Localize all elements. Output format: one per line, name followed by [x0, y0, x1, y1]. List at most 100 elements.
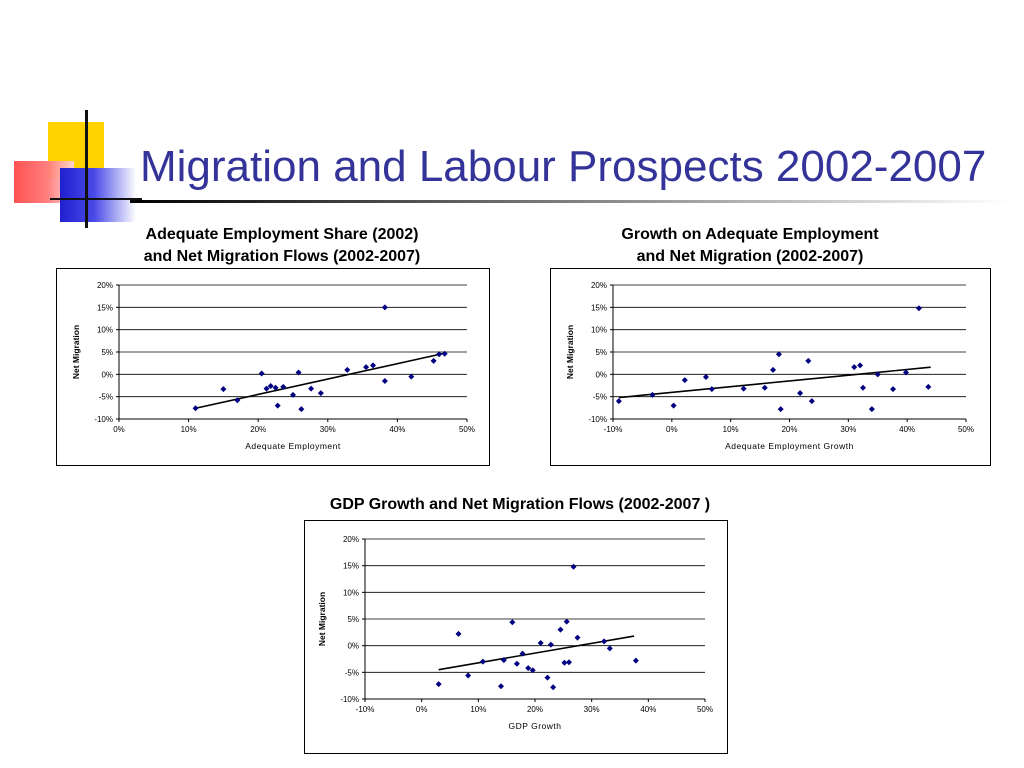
data-point [234, 397, 241, 404]
data-point [408, 373, 415, 380]
x-tick-label: 50% [697, 705, 713, 714]
data-point [192, 405, 199, 412]
chart-2-plot: -10% -5% 0% 5% 10% 15% 20% -10% 0% 10% 20% 30% 40% 50… [565, 281, 974, 451]
data-point [561, 659, 568, 666]
decor-blue-rectangle [60, 168, 136, 222]
y-axis-label: Net Migration [317, 592, 327, 646]
y-tick-label: 10% [591, 326, 607, 335]
y-axis-label: Net Migration [71, 325, 81, 379]
data-point [537, 640, 544, 646]
data-point [601, 638, 608, 645]
y-tick-label: 15% [97, 303, 113, 312]
data-point [267, 382, 274, 389]
x-tick-label: 20% [527, 705, 543, 714]
x-tick-label: 10% [470, 705, 486, 714]
y-tick-label: 15% [343, 562, 359, 571]
y-tick-label: -10% [340, 695, 359, 704]
data-point [890, 386, 897, 393]
data-point [381, 378, 388, 385]
data-point [740, 385, 747, 392]
data-point [777, 406, 784, 413]
x-tick-label: 40% [640, 705, 656, 714]
x-tick-label: 20% [781, 425, 797, 434]
chart-1-frame: -10% -5% 0% 5% 10% 15% 20% 0% 10% 20% 30% 40% 50% Ade… [56, 268, 490, 466]
x-tick-label: 30% [320, 425, 336, 434]
data-point [295, 369, 302, 376]
chart-2-title-line1: Growth on Adequate Employment [621, 226, 879, 243]
data-point [860, 384, 867, 391]
data-point [632, 657, 639, 664]
y-axis-label: Net Migration [565, 325, 575, 379]
data-point [370, 362, 377, 369]
data-point [272, 384, 279, 391]
data-point [500, 657, 507, 664]
data-point [525, 665, 532, 672]
y-tick-label: -5% [345, 668, 359, 677]
x-tick-label: 10% [723, 425, 739, 434]
title-underline [130, 200, 1010, 203]
chart-1-title-line1: Adequate Employment Share (2002) [145, 226, 419, 243]
y-tick-label: 20% [343, 535, 359, 544]
chart-1-plot: -10% -5% 0% 5% 10% 15% 20% 0% 10% 20% 30% 40% 50% Ade… [71, 281, 475, 451]
x-axis-label: Adequate Employment [245, 441, 341, 451]
data-point [557, 626, 564, 633]
data-point [274, 402, 281, 409]
data-point [430, 357, 437, 364]
y-tick-label: 0% [595, 370, 607, 379]
data-point [775, 351, 782, 358]
y-tick-label: -10% [94, 415, 113, 424]
data-point [455, 630, 462, 637]
data-point [344, 366, 351, 373]
y-tick-label: 10% [97, 326, 113, 335]
chart-1-title: Adequate Employment Share (2002) and Net… [56, 224, 508, 268]
x-tick-label: 50% [958, 425, 974, 434]
data-point [441, 350, 448, 357]
trendline [195, 352, 447, 410]
data-point [874, 371, 881, 378]
data-point [465, 672, 472, 679]
x-axis-label: Adequate Employment Growth [725, 441, 854, 451]
data-point [925, 383, 932, 390]
x-tick-label: 50% [459, 425, 475, 434]
y-tick-label: 0% [101, 370, 113, 379]
data-point [479, 658, 486, 665]
chart-3-frame: -10% -5% 0% 5% 10% 15% 20% -10% 0% 10% 20% 30% 40% 50… [304, 520, 728, 754]
x-tick-label: 0% [113, 425, 125, 434]
x-tick-label: 40% [389, 425, 405, 434]
data-point [436, 351, 443, 358]
y-tick-label: 10% [343, 588, 359, 597]
trendline [618, 366, 931, 399]
data-point [868, 406, 875, 413]
data-point [915, 305, 922, 312]
data-point [263, 385, 270, 392]
data-point [615, 398, 622, 405]
chart-2-title: Growth on Adequate Employment and Net Mi… [530, 224, 970, 268]
x-tick-label: 20% [250, 425, 266, 434]
y-tick-label: 20% [97, 281, 113, 290]
data-point [290, 391, 296, 398]
data-point [702, 374, 709, 381]
y-tick-label: -5% [99, 393, 113, 402]
chart-3-title: GDP Growth and Net Migration Flows (2002… [230, 494, 810, 516]
x-tick-label: -10% [604, 425, 623, 434]
y-tick-label: 5% [595, 348, 607, 357]
data-point [435, 681, 442, 688]
data-point [857, 362, 864, 369]
y-tick-label: 15% [591, 303, 607, 312]
data-point [563, 618, 570, 625]
data-point [708, 386, 715, 393]
data-point [649, 391, 656, 398]
data-point [606, 645, 613, 652]
chart-3-title-line1: GDP Growth and Net Migration Flows (2002… [329, 496, 711, 513]
data-point [280, 383, 287, 390]
chart-3-plot: -10% -5% 0% 5% 10% 15% 20% -10% 0% 10% 20% 30% 40% 50… [317, 535, 713, 731]
data-point [519, 650, 526, 657]
decor-vertical-line [85, 110, 88, 228]
x-axis-label: GDP Growth [508, 721, 561, 731]
data-point [681, 377, 688, 384]
data-point [550, 684, 557, 691]
x-tick-label: 30% [584, 705, 600, 714]
slide-title: Migration and Labour Prospects 2002-2007 [140, 142, 987, 191]
y-tick-label: 0% [347, 642, 359, 651]
data-point [797, 390, 804, 397]
